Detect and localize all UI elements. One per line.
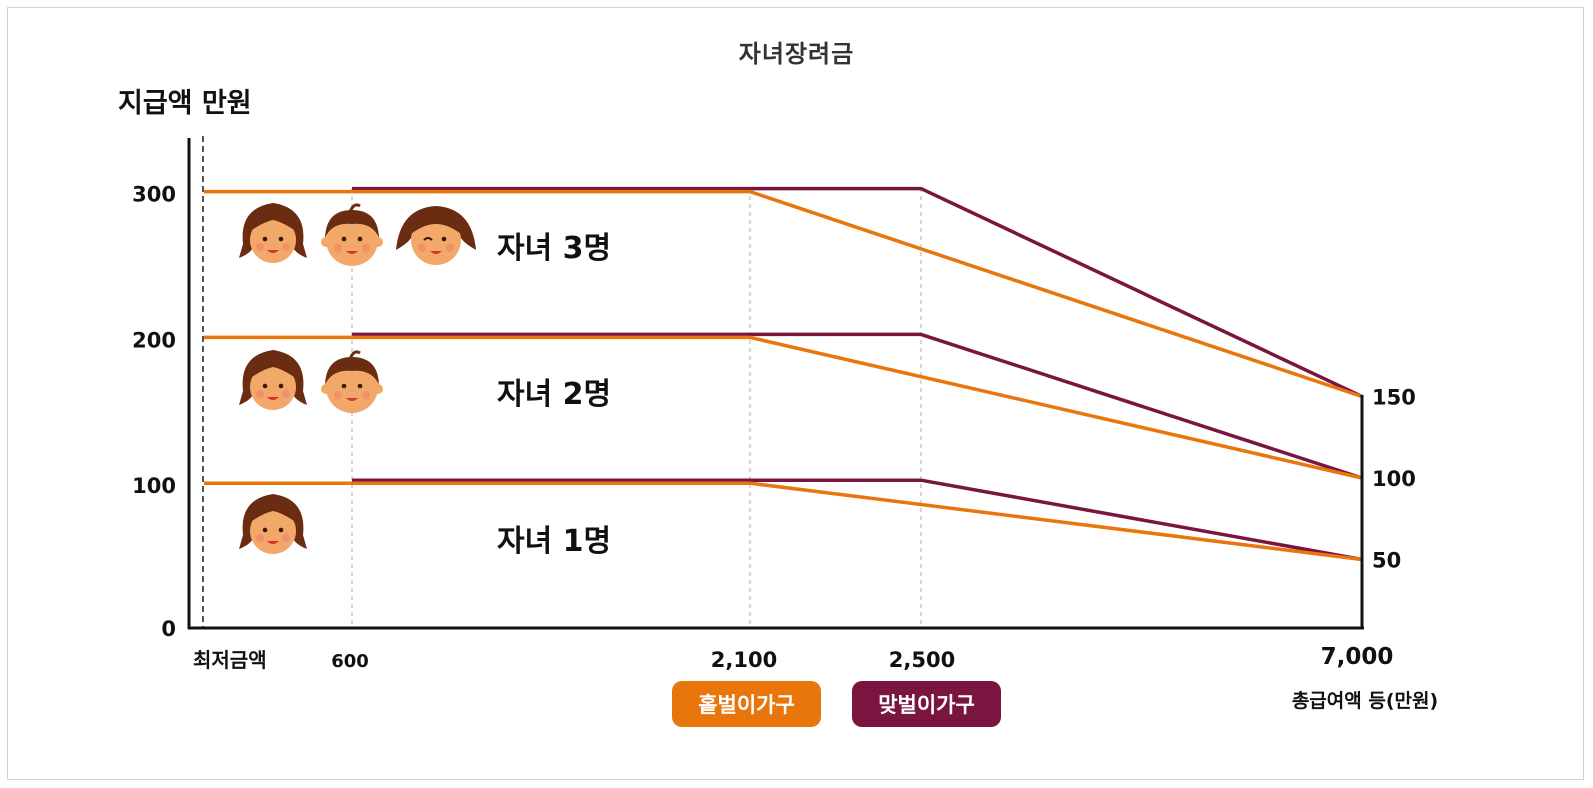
y-axis-title: 지급액 만원 (118, 88, 252, 119)
x-tick-label: 2,500 (889, 648, 955, 672)
legend-single-earner: 홑벌이가구 (672, 681, 821, 727)
group-label-1: 자녀 1명 (497, 524, 611, 559)
series-line-dual-1 (352, 478, 1363, 562)
right-tick-label: 50 (1372, 549, 1401, 573)
series-line-dual-3 (352, 186, 1363, 399)
right-tick-label: 150 (1372, 386, 1416, 410)
x-tick-label: 7,000 (1321, 644, 1394, 670)
page-title: 자녀장려금 (738, 40, 855, 68)
boy-face-icon (319, 350, 385, 415)
y-tick-label: 0 (161, 617, 176, 641)
y-tick-label: 300 (132, 183, 176, 207)
y-tick-label: 200 (132, 328, 176, 352)
y-tick-label: 100 (132, 474, 176, 498)
x-tick-label: 2,100 (711, 648, 777, 672)
right-tick-label: 100 (1372, 467, 1416, 491)
group-label-2: 자녀 2명 (497, 377, 611, 412)
girl-face-icon (239, 203, 307, 263)
series-line-single-2 (204, 335, 1363, 480)
group-label-3: 자녀 3명 (497, 231, 611, 266)
girl-face-icon (239, 350, 307, 410)
series-line-single-3 (204, 189, 1363, 399)
series-line-single-1 (204, 481, 1363, 562)
winking-girl-face-icon (395, 205, 477, 266)
x-tick-label: 600 (331, 651, 369, 672)
boy-face-icon (319, 203, 385, 268)
series-line-dual-2 (352, 332, 1363, 480)
legend-dual-earner: 맞벌이가구 (852, 681, 1001, 727)
girl-face-icon (239, 494, 307, 554)
x-tick-label: 최저금액 (193, 648, 267, 672)
x-axis-title: 총급여액 등(만원) (1292, 690, 1438, 712)
